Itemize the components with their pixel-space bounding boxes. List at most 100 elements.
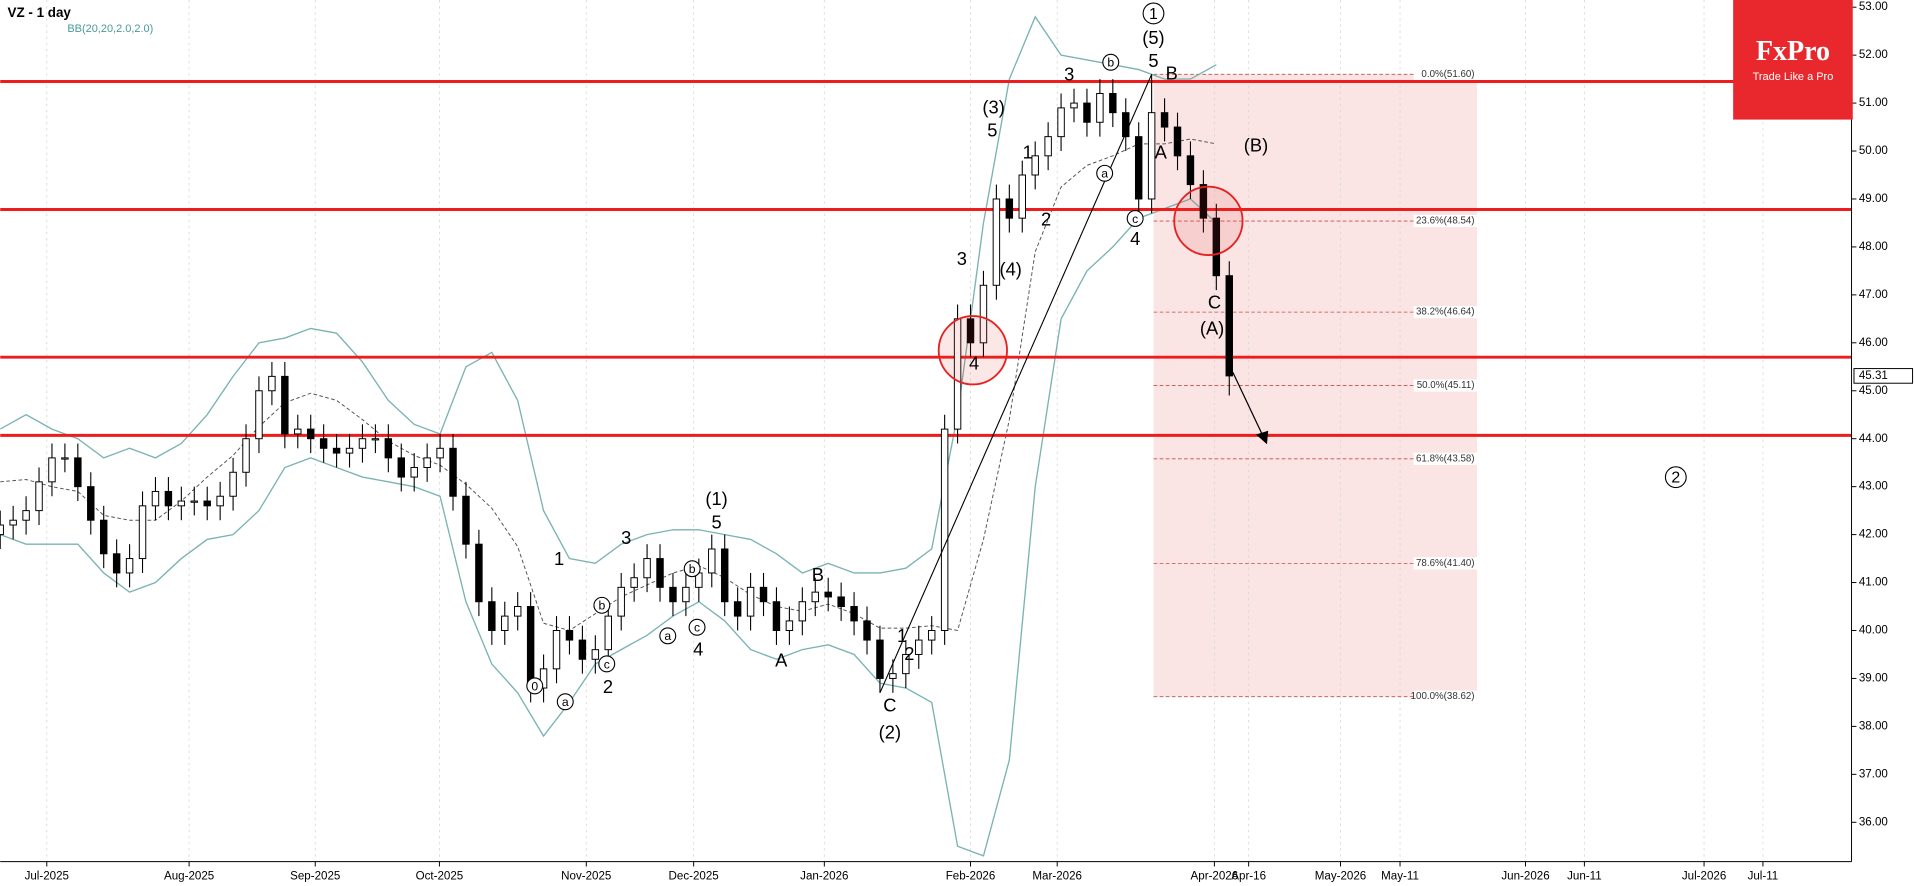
candle-body: [1160, 112, 1169, 128]
wave-circle: [593, 596, 611, 614]
candle-body: [74, 457, 82, 488]
candle-body: [9, 519, 17, 526]
wave-label: 4: [969, 353, 979, 374]
wave-label: 2: [1041, 209, 1051, 230]
projection-arrow: [1232, 371, 1266, 440]
candle-body: [22, 510, 30, 521]
wave-label: 2: [603, 676, 613, 697]
wave-label: A: [1155, 142, 1168, 163]
candle-body: [371, 438, 380, 441]
candle-body: [630, 577, 638, 588]
wave-circle: [1142, 2, 1165, 25]
candle-body: [746, 586, 755, 617]
wave-label: (4): [1000, 259, 1022, 280]
candle-body: [151, 490, 160, 507]
axis-mask: [0, 861, 1852, 886]
candle-body: [345, 447, 354, 454]
fib-label: 61.8%(43.58): [1416, 453, 1475, 464]
candle-body: [526, 606, 535, 689]
wave-label: 5: [711, 511, 721, 532]
candle-body: [294, 428, 302, 435]
candle-body: [915, 639, 923, 655]
fib-label: 23.6%(48.54): [1416, 216, 1475, 227]
wave-circle: [1126, 209, 1144, 227]
y-tick-label: 45.00: [1859, 385, 1888, 397]
wave-label: B: [1166, 62, 1178, 83]
indicator-label: BB(20,20,2.0,2.0): [67, 23, 153, 35]
candle-body: [1134, 136, 1143, 200]
wave-label: 3: [957, 248, 967, 269]
wave-label: 4: [693, 638, 703, 659]
y-tick-label: 41.00: [1859, 577, 1888, 589]
candle-body: [539, 668, 548, 689]
candle-body: [669, 586, 677, 603]
candle-body: [513, 606, 522, 617]
y-tick-label: 52.00: [1859, 49, 1888, 61]
candle-body: [966, 318, 975, 344]
candle-body: [1173, 126, 1182, 157]
candle-body: [824, 591, 832, 598]
candle-body: [48, 457, 56, 483]
candle-body: [1005, 198, 1014, 219]
candle-body: [591, 649, 600, 660]
candle-body: [811, 591, 819, 603]
wave-label: c: [604, 657, 610, 671]
candle-body: [87, 486, 95, 521]
wave-label: 3: [1064, 63, 1074, 84]
wave-label: (2): [879, 721, 901, 742]
wave-label: 5: [987, 120, 997, 141]
y-tick-label: 46.00: [1859, 337, 1888, 349]
logo-box: [1733, 0, 1853, 120]
candle-body: [319, 438, 328, 449]
candle-body: [979, 284, 988, 344]
candle-body: [268, 375, 276, 392]
wave-label: 0: [531, 679, 538, 693]
wave-circle: [683, 560, 701, 578]
candle-body: [61, 457, 69, 460]
x-tick-label: Jul-2025: [25, 870, 69, 882]
wave-label: a: [1101, 167, 1108, 181]
highlight-circle: [1173, 185, 1244, 256]
candle-body: [682, 586, 690, 603]
candle-body: [35, 481, 43, 512]
y-tick-label: 39.00: [1859, 673, 1888, 685]
fib-label-bg: [1413, 690, 1478, 703]
candle-body: [358, 438, 367, 449]
candle-body: [125, 558, 134, 574]
candle-body: [164, 490, 173, 507]
candle-body: [578, 639, 587, 660]
axis-mask: [1851, 0, 1914, 886]
candle-body: [785, 620, 794, 631]
wave-label: 1: [1149, 6, 1158, 23]
wave-label: 1: [554, 548, 564, 569]
wave-label: 2: [904, 643, 914, 664]
last-price-label: 45.31: [1859, 370, 1888, 382]
fib-label-bg: [1413, 557, 1478, 570]
band-middle: [0, 138, 1217, 632]
wave-label: b: [1107, 56, 1114, 70]
fib-label: 0.0%(51.60): [1421, 69, 1474, 80]
x-tick-label: May-11: [1381, 870, 1419, 882]
candle-body: [565, 630, 574, 641]
fib-label-bg: [1413, 214, 1478, 228]
candle-body: [604, 615, 612, 651]
logo-title: FxPro: [1756, 36, 1830, 67]
x-tick-label: Dec-2025: [669, 870, 719, 882]
candle-body: [1147, 112, 1156, 200]
fib-label-bg: [1413, 452, 1478, 465]
y-tick-label: 49.00: [1859, 193, 1888, 205]
candle-body: [617, 586, 625, 617]
fib-label-bg: [1413, 68, 1478, 81]
candle-body: [1070, 102, 1078, 109]
y-tick-label: 38.00: [1859, 720, 1888, 732]
wave-label: 4: [1130, 228, 1140, 249]
wave-label: A: [775, 649, 788, 670]
projection-arrowhead: [1255, 430, 1269, 445]
wave-label: b: [689, 562, 696, 576]
candle-body: [772, 601, 781, 631]
y-tick-label: 36.00: [1859, 816, 1888, 828]
y-tick-label: 47.00: [1859, 289, 1888, 301]
